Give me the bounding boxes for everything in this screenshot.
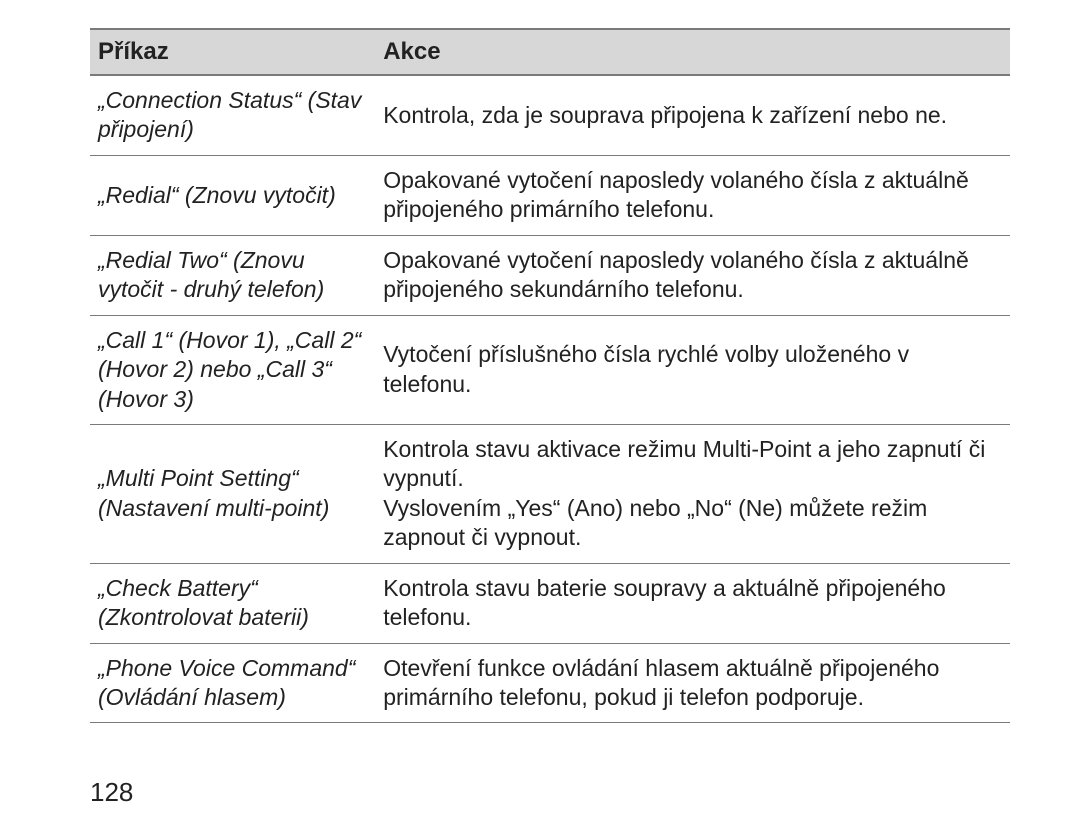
- table-row: „Check Battery“ (Zkontrolovat baterii) K…: [90, 563, 1010, 643]
- cell-action: Vytočení příslušného čísla rychlé volby …: [375, 315, 1010, 424]
- cell-command: „Call 1“ (Hovor 1), „Call 2“ (Hovor 2) n…: [90, 315, 375, 424]
- cell-command: „Connection Status“ (Stav připojení): [90, 75, 375, 155]
- cell-action: Kontrola stavu aktivace režimu Multi-Poi…: [375, 424, 1010, 563]
- cell-action: Kontrola, zda je souprava připojena k za…: [375, 75, 1010, 155]
- cell-command: „Phone Voice Command“ (Ovládání hlasem): [90, 643, 375, 723]
- header-action: Akce: [375, 29, 1010, 75]
- header-command: Příkaz: [90, 29, 375, 75]
- cell-action: Kontrola stavu baterie soupravy a aktuál…: [375, 563, 1010, 643]
- table-row: „Redial“ (Znovu vytočit) Opakované vytoč…: [90, 155, 1010, 235]
- table-row: „Connection Status“ (Stav připojení) Kon…: [90, 75, 1010, 155]
- cell-command: „Multi Point Setting“ (Nastavení multi-p…: [90, 424, 375, 563]
- table-row: „Phone Voice Command“ (Ovládání hlasem) …: [90, 643, 1010, 723]
- page-number: 128: [90, 777, 133, 808]
- cell-command: „Check Battery“ (Zkontrolovat baterii): [90, 563, 375, 643]
- cell-action: Otevření funkce ovládání hlasem aktuálně…: [375, 643, 1010, 723]
- table-header-row: Příkaz Akce: [90, 29, 1010, 75]
- cell-command: „Redial Two“ (Znovu vytočit - druhý tele…: [90, 235, 375, 315]
- cell-command: „Redial“ (Znovu vytočit): [90, 155, 375, 235]
- table-row: „Redial Two“ (Znovu vytočit - druhý tele…: [90, 235, 1010, 315]
- table-row: „Call 1“ (Hovor 1), „Call 2“ (Hovor 2) n…: [90, 315, 1010, 424]
- table-row: „Multi Point Setting“ (Nastavení multi-p…: [90, 424, 1010, 563]
- cell-action: Opakované vytočení naposledy volaného čí…: [375, 155, 1010, 235]
- commands-table: Příkaz Akce „Connection Status“ (Stav př…: [90, 28, 1010, 723]
- cell-action: Opakované vytočení naposledy volaného čí…: [375, 235, 1010, 315]
